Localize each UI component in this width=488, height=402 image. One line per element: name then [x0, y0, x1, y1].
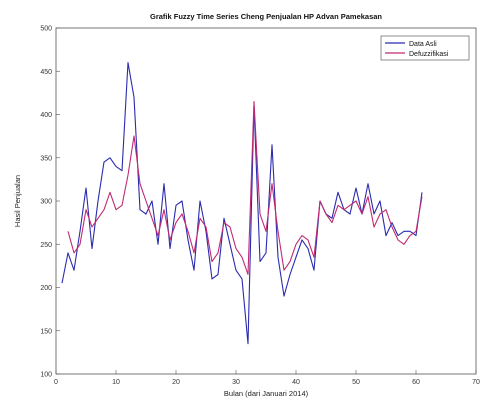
x-tick-label: 40 [292, 379, 300, 386]
y-tick-label: 500 [40, 26, 52, 33]
x-tick-label: 30 [232, 379, 240, 386]
x-axis-label: Bulan (dari Januari 2014) [224, 389, 309, 398]
plot-area [55, 27, 477, 375]
chart-title: Grafik Fuzzy Time Series Cheng Penjualan… [150, 12, 382, 21]
legend-label-defuzzifikasi: Defuzzifikasi [409, 51, 449, 58]
x-tick-label: 10 [112, 379, 120, 386]
x-tick-label: 60 [412, 379, 420, 386]
y-tick-label: 300 [40, 199, 52, 206]
legend-label-data-asli: Data Asli [409, 41, 437, 48]
series-line-defuzzifikasi [67, 100, 423, 276]
series-lines [61, 62, 423, 345]
y-axis-ticks: 100 150 200 250 300 350 400 450 500 [40, 26, 60, 379]
y-axis-label: Hasil Penjualan [13, 175, 22, 227]
x-tick-label: 50 [352, 379, 360, 386]
x-tick-label: 70 [472, 379, 480, 386]
x-tick-label: 0 [54, 379, 58, 386]
legend: Data Asli Defuzzifikasi [380, 35, 470, 61]
x-tick-label: 20 [172, 379, 180, 386]
x-axis-ticks: 0 10 20 30 40 50 60 70 [54, 370, 480, 386]
y-tick-label: 150 [40, 328, 52, 335]
y-tick-label: 200 [40, 285, 52, 292]
y-tick-label: 250 [40, 242, 52, 249]
y-tick-label: 450 [40, 69, 52, 76]
y-tick-label: 100 [40, 372, 52, 379]
y-tick-label: 350 [40, 155, 52, 162]
y-tick-label: 400 [40, 112, 52, 119]
legend-box [380, 35, 470, 61]
